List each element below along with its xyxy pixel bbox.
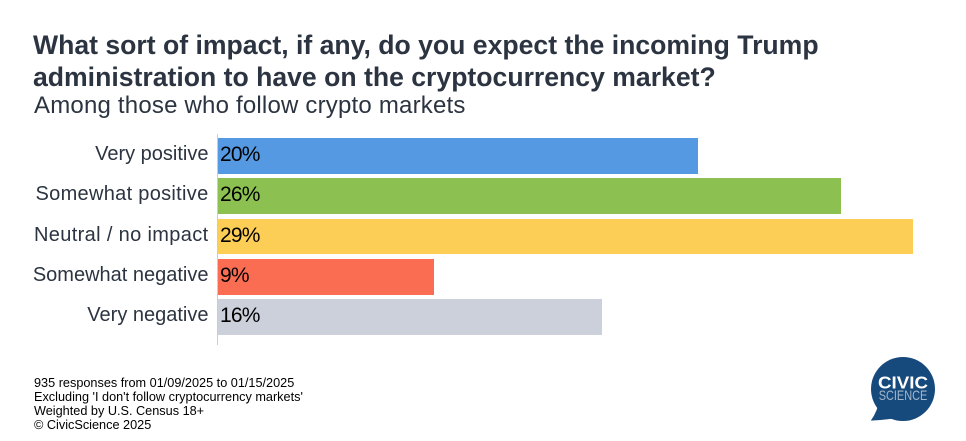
svg-text:SCIENCE: SCIENCE: [879, 388, 928, 403]
svg-text:CIVIC: CIVIC: [878, 372, 928, 392]
